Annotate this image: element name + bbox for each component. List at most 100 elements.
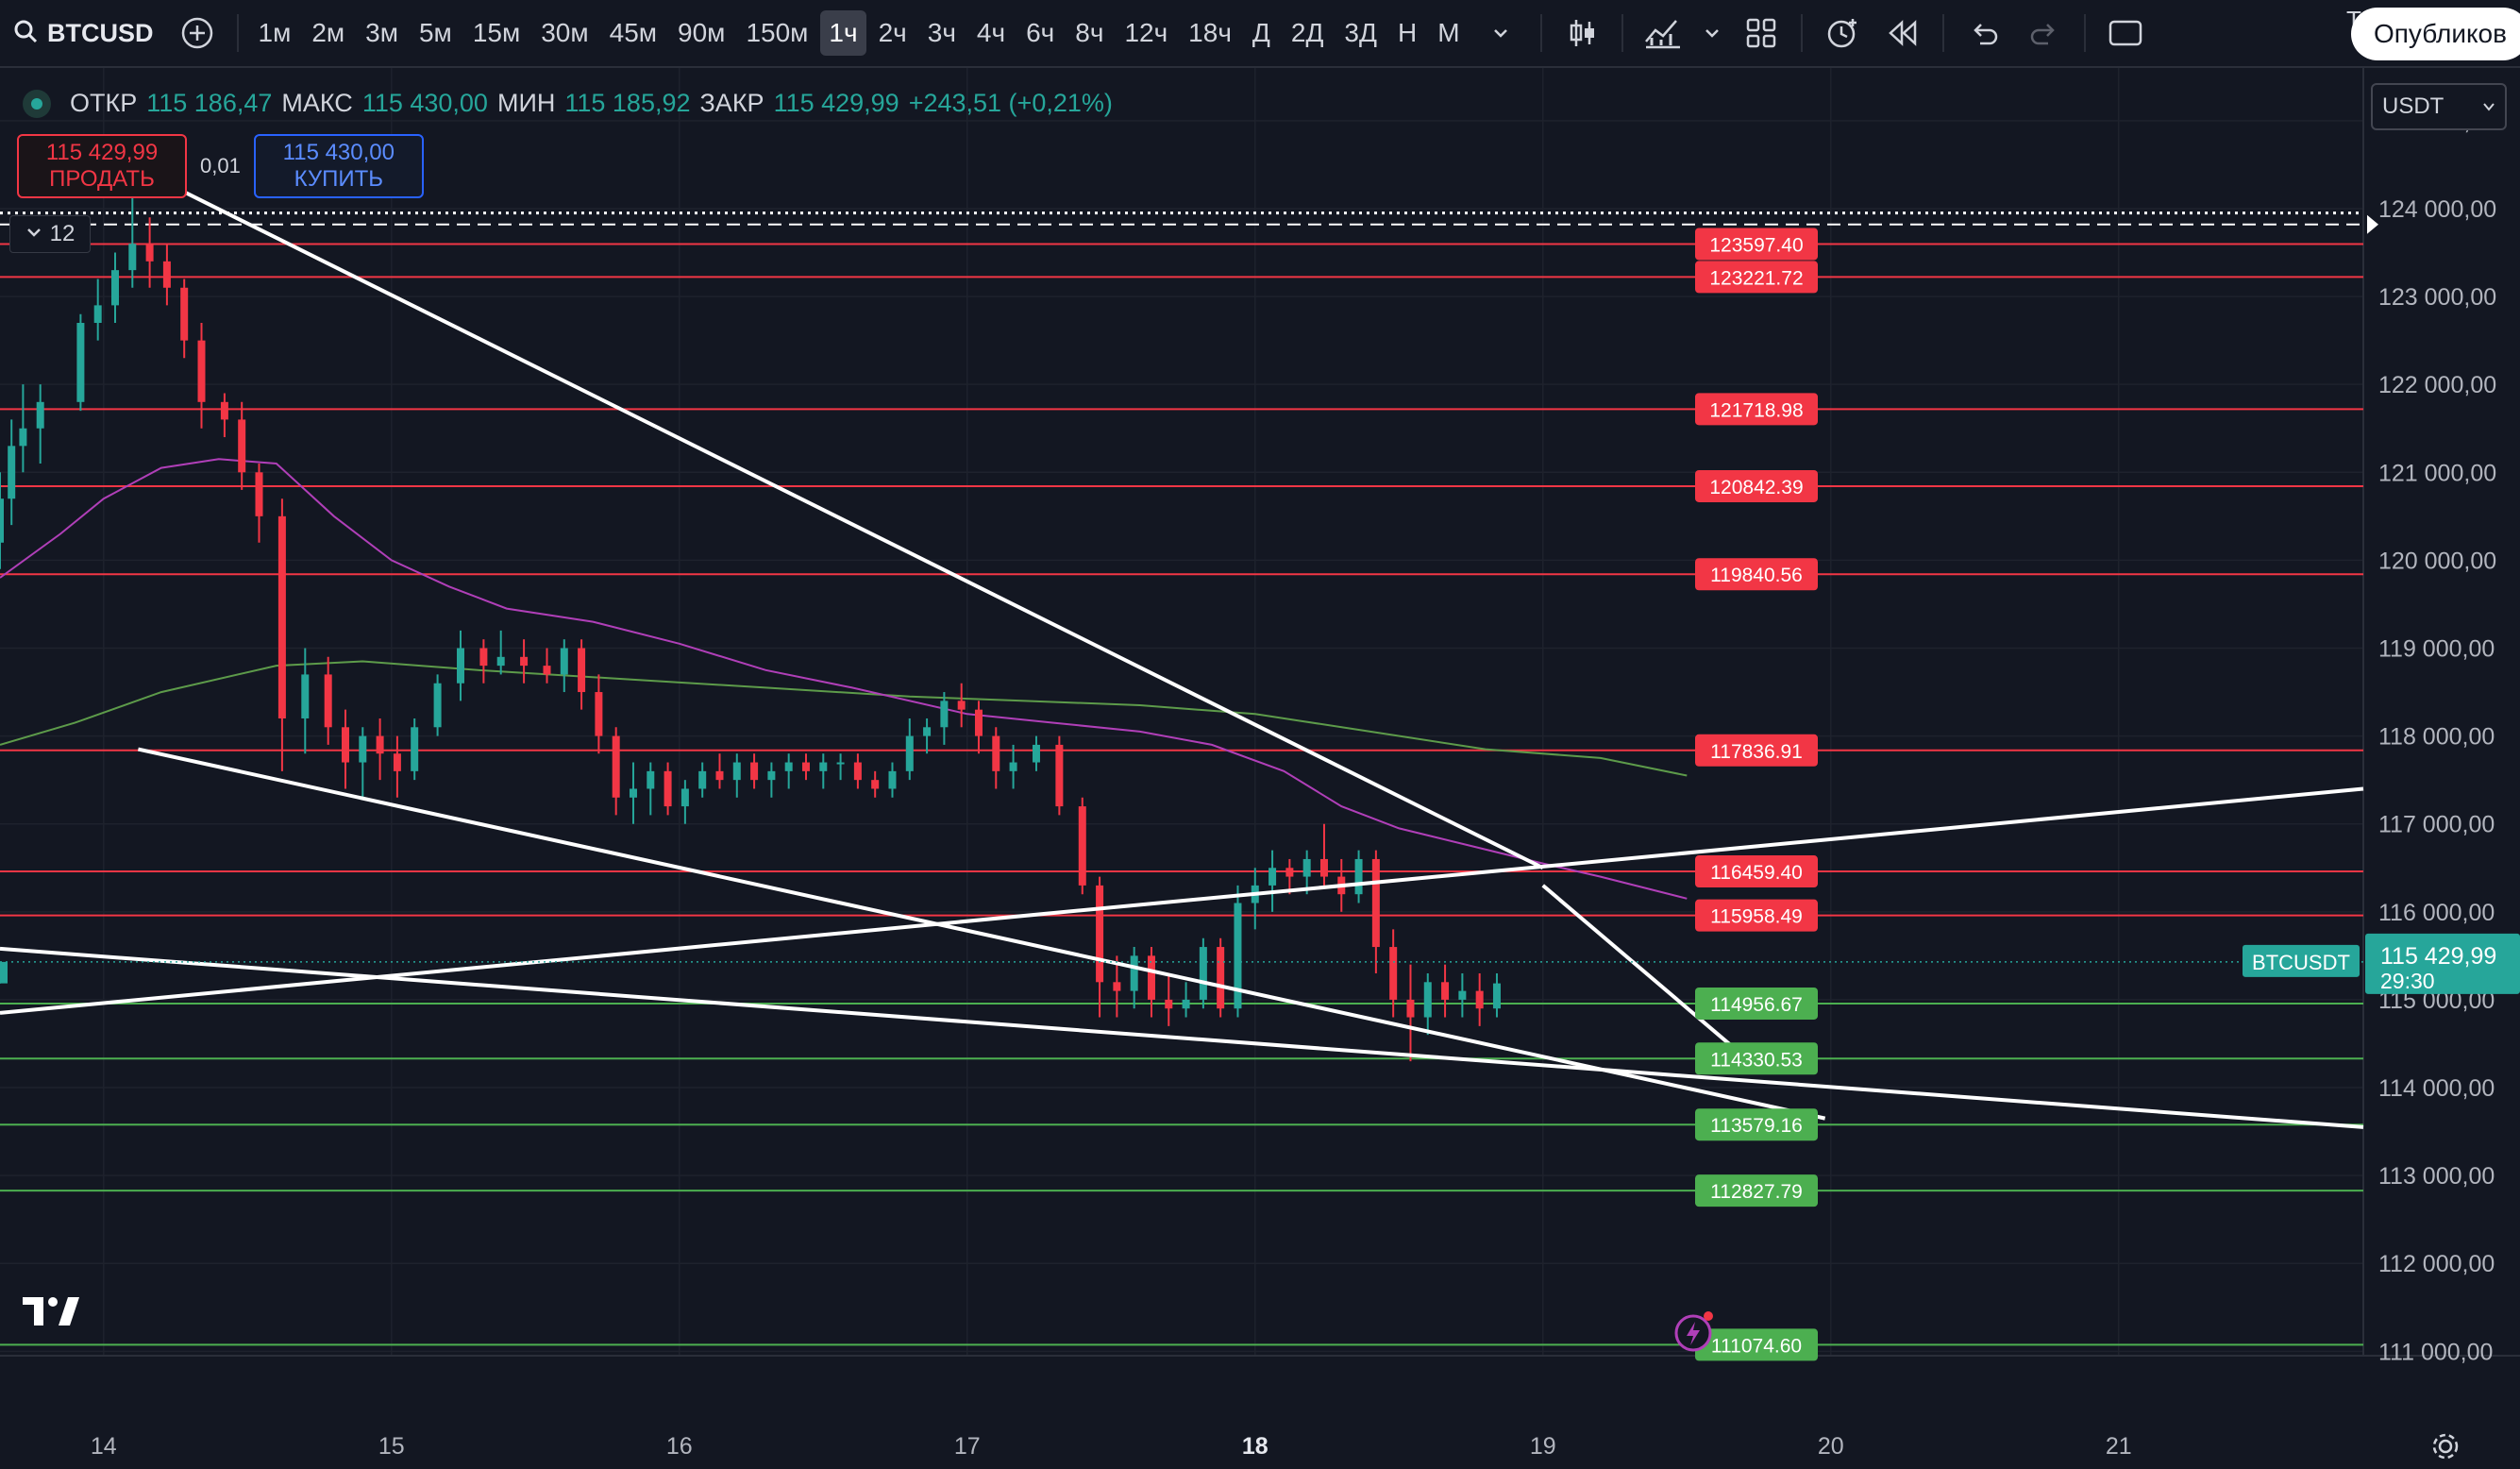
candle-body xyxy=(612,735,620,798)
legend-low-value: 115 185,92 xyxy=(564,89,691,117)
ma-fast-line xyxy=(0,458,1688,900)
symbol-name: BTCUSD xyxy=(47,18,154,47)
timeframe-11[interactable]: 3ч xyxy=(927,18,956,47)
alert-clock-icon[interactable] xyxy=(1818,8,1867,58)
replay-icon[interactable] xyxy=(1878,8,1927,58)
timeframe-6[interactable]: 45м xyxy=(609,18,658,47)
candle-body xyxy=(220,401,228,420)
ma-slow-line xyxy=(0,660,1688,777)
candle-body xyxy=(1165,999,1173,1009)
timeframe-18[interactable]: 2Д xyxy=(1290,18,1324,47)
timeframe-4[interactable]: 15м xyxy=(472,18,521,47)
candle-body xyxy=(411,727,419,771)
candle-body xyxy=(1113,982,1121,991)
lightning-alert-icon[interactable] xyxy=(1674,1310,1718,1359)
candle-body xyxy=(664,770,672,807)
candle-body xyxy=(992,735,1000,771)
candle-body xyxy=(801,762,810,771)
timeframe-17[interactable]: Д xyxy=(1252,18,1270,47)
candle-body xyxy=(595,692,603,736)
candle-body xyxy=(1371,858,1380,948)
timeframe-15[interactable]: 12ч xyxy=(1124,18,1168,47)
candle-body xyxy=(1492,983,1501,1009)
candle-body xyxy=(0,961,8,984)
currency-value: USDT xyxy=(2382,93,2444,119)
candle-body xyxy=(1458,990,1467,1000)
candle-body xyxy=(836,762,845,765)
timeframe-dropdown-icon[interactable] xyxy=(1476,8,1525,58)
countdown-text: 29:30 xyxy=(2380,969,2435,993)
timeframe-list: 1м 2м 3м 5м 15м 30м 45м 90м 150м 1ч 2ч 3ч 4ч 6ч 8ч 12ч 1… xyxy=(248,10,1470,56)
timeframe-13[interactable]: 6ч xyxy=(1026,18,1055,47)
trend-line xyxy=(1541,884,1746,1058)
redo-icon[interactable] xyxy=(2020,8,2069,58)
y-tick-label: 123 000,00 xyxy=(2378,284,2496,311)
candles-type-icon[interactable] xyxy=(1557,8,1606,58)
candle-body xyxy=(393,753,401,771)
candle-body xyxy=(629,788,637,798)
candle-body xyxy=(479,648,488,667)
timeframe-2[interactable]: 3м xyxy=(365,18,398,47)
currency-select[interactable]: USDT xyxy=(2371,83,2507,130)
indicators-count: 12 xyxy=(49,221,76,246)
gear-icon[interactable] xyxy=(2429,1430,2461,1467)
timeframe-14[interactable]: 8ч xyxy=(1075,18,1104,47)
candle-body xyxy=(8,446,16,499)
candle-body xyxy=(520,656,529,667)
buy-label: КУПИТЬ xyxy=(294,166,384,192)
indicators-icon[interactable] xyxy=(1638,8,1688,58)
top-toolbar: BTCUSD 1м 2м 3м 5м 15м 30м 45м 90м 150м 1ч 2ч 3ч 4ч 6… xyxy=(0,0,2520,68)
candle-body xyxy=(1032,744,1040,763)
symbol-search[interactable]: BTCUSD xyxy=(0,0,167,66)
legend-close-value: 115 429,99 xyxy=(773,89,899,117)
timeframe-7[interactable]: 90м xyxy=(678,18,726,47)
x-tick-label: 16 xyxy=(666,1433,693,1460)
timeframe-9[interactable]: 1ч xyxy=(820,10,866,56)
legend-high-label: МАКС xyxy=(281,89,353,117)
timeframe-1[interactable]: 2м xyxy=(311,18,345,47)
legend-change-value: +243,51 (+0,21%) xyxy=(908,89,1113,117)
timeframe-20[interactable]: Н xyxy=(1397,18,1418,47)
timeframe-16[interactable]: 18ч xyxy=(1188,18,1232,47)
ohlc-legend: ОТКР 115 186,47 МАКС 115 430,00 МИН 115 … xyxy=(23,89,1113,118)
indicators-dropdown-icon[interactable] xyxy=(1699,8,1725,58)
level-label-bg xyxy=(1695,1108,1818,1141)
tradingview-logo-icon[interactable] xyxy=(23,1293,81,1336)
add-symbol-icon[interactable] xyxy=(173,8,222,58)
sell-button[interactable]: 115 429,99 ПРОДАТЬ xyxy=(17,134,187,198)
level-label-text: 114956.67 xyxy=(1710,994,1803,1016)
timeframe-3[interactable]: 5м xyxy=(418,18,452,47)
publish-button[interactable]: Опубликов xyxy=(2350,8,2520,60)
timeframe-8[interactable]: 150м xyxy=(746,18,809,47)
indicators-collapse-toggle[interactable]: 12 xyxy=(9,215,91,253)
chart-grid xyxy=(0,68,2363,1356)
layouts-icon[interactable] xyxy=(1737,8,1786,58)
candle-body xyxy=(433,683,442,728)
candle-body xyxy=(324,674,332,728)
candle-body xyxy=(698,770,707,789)
buy-button[interactable]: 115 430,00 КУПИТЬ xyxy=(253,134,424,198)
timeframe-19[interactable]: 3Д xyxy=(1344,18,1377,47)
level-label-bg xyxy=(1695,734,1818,767)
level-label-text: 119840.56 xyxy=(1710,565,1803,586)
fullscreen-icon[interactable] xyxy=(2101,8,2150,58)
timeframe-0[interactable]: 1м xyxy=(258,18,292,47)
candle-body xyxy=(1130,955,1138,991)
horizontal-levels xyxy=(0,243,2363,1346)
timeframe-5[interactable]: 30м xyxy=(541,18,589,47)
toolbar-divider xyxy=(236,14,239,52)
candle-body xyxy=(1319,858,1328,877)
y-tick-label: 116 000,00 xyxy=(2378,900,2495,926)
level-label-bg xyxy=(1695,393,1818,426)
level-label-bg xyxy=(1695,1174,1818,1207)
timeframe-21[interactable]: М xyxy=(1437,18,1460,47)
undo-icon[interactable] xyxy=(1959,8,2008,58)
timeframe-12[interactable]: 4ч xyxy=(976,18,1006,47)
level-label-bg xyxy=(1695,469,1818,502)
spread-value: 0,01 xyxy=(200,154,241,177)
timeframe-10[interactable]: 2ч xyxy=(878,18,907,47)
candle-body xyxy=(301,674,310,718)
level-label-bg xyxy=(1695,261,1818,294)
candle-body xyxy=(1389,947,1398,1000)
